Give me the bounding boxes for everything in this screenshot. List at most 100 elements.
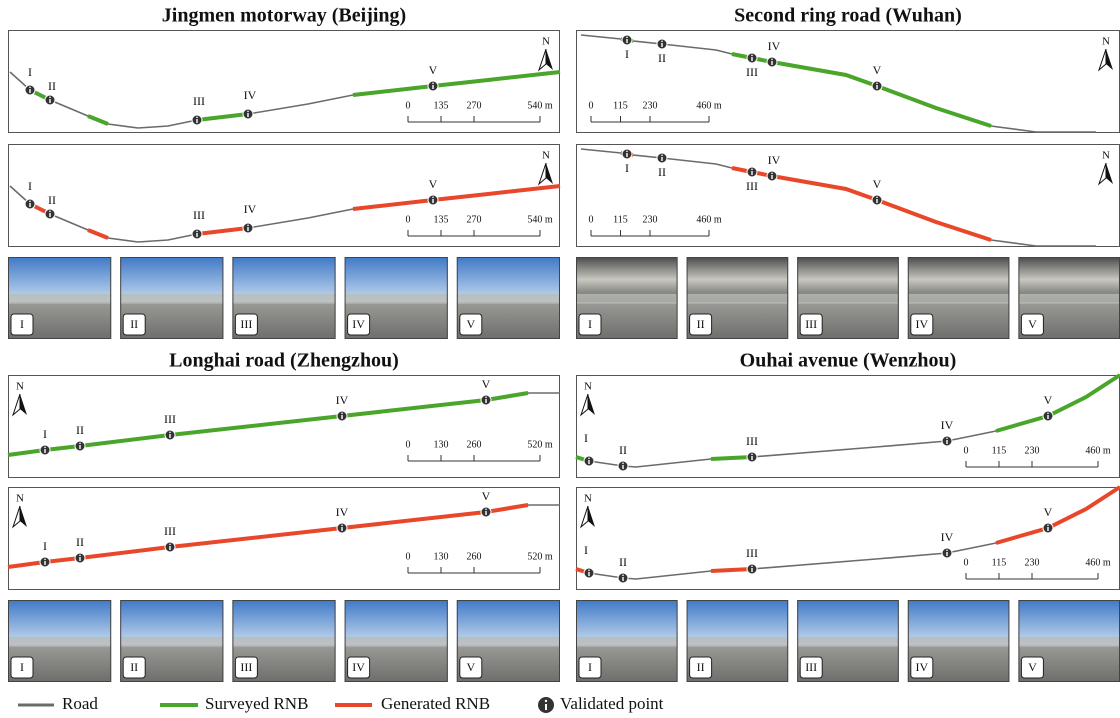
point-label: II <box>619 555 627 569</box>
photo-frame <box>686 257 789 339</box>
point-label: III <box>164 412 176 426</box>
point-label: III <box>746 65 758 79</box>
point-label: IV <box>768 39 781 53</box>
photo-label-box <box>459 656 483 679</box>
point-label: I <box>43 427 47 441</box>
point-label: II <box>76 423 84 437</box>
photo-label: II <box>130 660 138 674</box>
north-arrow <box>588 394 595 415</box>
validated-point-glyph <box>876 82 878 85</box>
photo-label: V <box>466 317 475 331</box>
validated-point-glyph <box>751 565 753 568</box>
validated-point-glyph <box>29 86 31 89</box>
panel-title: Longhai road (Zhengzhou) <box>169 350 399 372</box>
scale-label: 0 <box>406 439 411 450</box>
point-label: III <box>746 434 758 448</box>
photo-label: IV <box>915 660 928 674</box>
photo-label: V <box>1028 660 1037 674</box>
photo-label-box <box>234 313 258 336</box>
panel-title: Second ring road (Wuhan) <box>734 5 962 27</box>
north-arrow <box>20 506 27 527</box>
point-label: IV <box>244 202 257 216</box>
point-label: I <box>28 179 32 193</box>
validated-point-glyph <box>49 210 51 213</box>
photo-barrier <box>1018 636 1120 647</box>
scale-label: 0 <box>964 445 969 456</box>
validated-point-glyph <box>771 172 773 175</box>
legend-label: Validated point <box>560 694 664 713</box>
scale-label: 0 <box>964 557 969 568</box>
scale-label: 115 <box>992 557 1007 568</box>
generated-rnb <box>87 228 109 240</box>
north-label: N <box>542 150 550 162</box>
validated-point-glyph <box>341 524 343 527</box>
photo-barrier <box>797 293 899 304</box>
validated-point-glyph <box>626 36 628 39</box>
photo-label: I <box>588 317 592 331</box>
north-arrow <box>20 394 27 415</box>
photo-frame <box>120 600 224 682</box>
scale-label: 0 <box>406 100 411 111</box>
scale-label: 130 <box>434 439 449 450</box>
point-label: III <box>746 179 758 193</box>
photo-label: V <box>466 660 475 674</box>
scale-label: 270 <box>467 214 482 225</box>
photo-frame <box>686 600 789 682</box>
scale-label: 540 m <box>527 100 553 111</box>
point-label: V <box>482 377 491 391</box>
photo-label-box <box>122 656 146 679</box>
scale-label: 0 <box>406 214 411 225</box>
validated-point-glyph <box>751 168 753 171</box>
photo-frame <box>576 257 678 339</box>
photo-barrier <box>120 636 224 647</box>
point-label: III <box>193 208 205 222</box>
map-frame <box>576 30 1120 133</box>
point-label: V <box>429 177 438 191</box>
point-label: V <box>1044 505 1053 519</box>
point-label: I <box>584 543 588 557</box>
scale-label: 130 <box>434 551 449 562</box>
generated-rnb <box>995 485 1120 545</box>
validated-point-glyph <box>1047 524 1049 527</box>
photo-barrier <box>686 293 789 304</box>
point-label: IV <box>768 153 781 167</box>
photo-label: III <box>240 317 252 331</box>
photo-label-box <box>578 656 602 679</box>
north-arrow <box>588 506 595 527</box>
point-label: II <box>48 193 56 207</box>
validated-point-glyph <box>876 196 878 199</box>
validated-point-glyph <box>751 54 753 57</box>
surveyed-rnb <box>710 455 753 461</box>
photo-label-box <box>799 313 823 336</box>
photo-barrier <box>456 293 560 304</box>
point-label: V <box>873 63 882 77</box>
photo-label-box <box>347 656 371 679</box>
validated-point-glyph <box>946 437 948 440</box>
scale-label: 520 m <box>527 551 553 562</box>
scale-label: 460 m <box>696 100 722 111</box>
photo-label: III <box>240 660 252 674</box>
validated-point-glyph <box>432 82 434 85</box>
scale-label: 115 <box>992 445 1007 456</box>
north-label: N <box>542 36 550 48</box>
photo-frame <box>576 600 678 682</box>
legend-point-glyph <box>544 699 548 703</box>
point-label: I <box>625 161 629 175</box>
point-label: IV <box>941 418 954 432</box>
surveyed-rnb <box>196 112 249 122</box>
validated-point-glyph <box>432 196 434 199</box>
photo-label: I <box>20 317 24 331</box>
scale-label: 0 <box>589 214 594 225</box>
photo-label: IV <box>352 317 365 331</box>
point-label: IV <box>336 505 349 519</box>
north-arrow <box>1106 163 1113 184</box>
photo-frame <box>232 257 336 339</box>
validated-point-glyph <box>1047 412 1049 415</box>
photo-label: II <box>697 317 705 331</box>
photo-barrier <box>1018 293 1120 304</box>
validated-point-glyph <box>169 431 171 434</box>
photo-barrier <box>8 636 112 647</box>
validated-point-glyph <box>196 116 198 119</box>
photo-label-box <box>578 313 602 336</box>
validated-point-glyph <box>29 200 31 203</box>
